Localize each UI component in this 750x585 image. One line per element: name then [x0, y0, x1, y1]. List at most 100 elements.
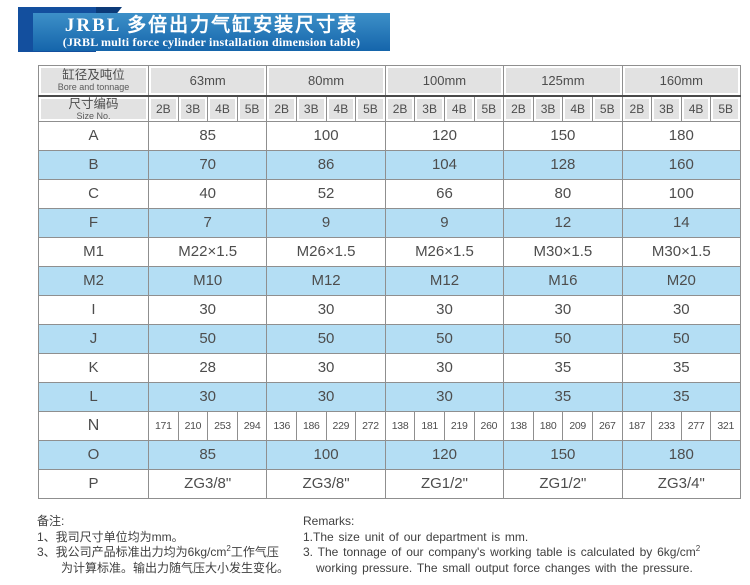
notes-zh-line2: 3、我公司产品标准出力均为6kg/cm2工作气压 [37, 544, 279, 560]
size-code-cell: 5B [236, 95, 268, 122]
value-cell: 80 [503, 178, 623, 209]
bore-header-cell: 125mm [503, 65, 623, 97]
value-cell: 50 [621, 323, 742, 354]
value-cell: 294 [236, 410, 268, 441]
value-cell: M12 [384, 265, 505, 296]
size-code-cell: 5B [473, 95, 505, 122]
bore-header-cell: 80mm [266, 65, 386, 97]
value-cell: 35 [621, 381, 742, 412]
row-label: F [38, 207, 149, 238]
value-cell: M10 [147, 265, 268, 296]
table-row-m2: M2 M10 M12 M12 M16 M20 [38, 265, 742, 296]
notes-zh-heading: 备注: [37, 514, 65, 528]
value-cell: 138 [503, 410, 534, 441]
row-label: C [38, 178, 149, 209]
bore-header-cell: 160mm [621, 65, 742, 97]
value-cell: 28 [147, 352, 268, 383]
value-cell: 272 [355, 410, 386, 441]
value-cell: 210 [177, 410, 209, 441]
value-cell: 66 [384, 178, 505, 209]
value-cell: M16 [503, 265, 623, 296]
row-label: M1 [38, 236, 149, 267]
dimension-table-body: 缸径及吨位 Bore and tonnage 63mm 80mm 100mm 125mm 1… [38, 65, 742, 499]
value-cell: 35 [503, 381, 623, 412]
size-code-cell: 3B [295, 95, 327, 122]
value-cell: 50 [503, 323, 623, 354]
value-cell: 260 [473, 410, 505, 441]
notes-zh-line1: 1、我司尺寸单位均为mm。 [37, 529, 184, 544]
notes-zh-line3: 为计算标准。输出力随气压大小发生变化。 [61, 560, 290, 575]
notes-en-line1: 1.The size unit of our department is mm. [303, 529, 529, 544]
value-cell: 35 [503, 352, 623, 383]
value-cell: 14 [621, 207, 742, 238]
value-cell: 136 [266, 410, 297, 441]
value-cell: 321 [710, 410, 742, 441]
row-label: N [38, 410, 149, 441]
row-label: P [38, 468, 149, 499]
size-no-label: 尺寸编码 Size No. [38, 95, 149, 122]
value-cell: 128 [503, 149, 623, 180]
value-cell: 181 [414, 410, 445, 441]
value-cell: M30×1.5 [621, 236, 742, 267]
header-row-size-codes: 尺寸编码 Size No. 2B 3B 4B 5B 2B 3B 4B 5B 2B 3B 4B 5B 2B 3B… [38, 95, 742, 122]
notes-chinese: 备注: 1、我司尺寸单位均为mm。 3、我公司产品标准出力均为6kg/cm2工作… [37, 514, 299, 576]
value-cell: M12 [266, 265, 386, 296]
size-code-cell: 5B [355, 95, 386, 122]
value-cell: 186 [295, 410, 327, 441]
size-code-cell: 3B [651, 95, 682, 122]
table-row-o: O 85 100 120 150 180 [38, 439, 742, 470]
value-cell: 180 [621, 120, 742, 151]
value-cell: 30 [384, 352, 505, 383]
size-code-cell: 3B [414, 95, 445, 122]
value-cell: 180 [621, 439, 742, 470]
row-label: L [38, 381, 149, 412]
value-cell: ZG3/4" [621, 468, 742, 499]
value-cell: 50 [384, 323, 505, 354]
size-code-cell: 5B [591, 95, 623, 122]
value-cell: 30 [147, 294, 268, 325]
table-row-l: L 30 30 30 35 35 [38, 381, 742, 412]
value-cell: 70 [147, 149, 268, 180]
row-label: K [38, 352, 149, 383]
row-label: I [38, 294, 149, 325]
notes-en-line3: working pressure. The small output force… [316, 560, 693, 575]
table-row-i: I 30 30 30 30 30 [38, 294, 742, 325]
value-cell: M20 [621, 265, 742, 296]
size-code-cell: 4B [680, 95, 712, 122]
table-row-f: F 7 9 9 12 14 [38, 207, 742, 238]
row-label: J [38, 323, 149, 354]
value-cell: 30 [266, 381, 386, 412]
value-cell: ZG3/8" [147, 468, 268, 499]
size-code-cell: 4B [443, 95, 475, 122]
table-row-c: C 40 52 66 80 100 [38, 178, 742, 209]
value-cell: M30×1.5 [503, 236, 623, 267]
value-cell: 267 [591, 410, 623, 441]
row-label: M2 [38, 265, 149, 296]
value-cell: ZG1/2" [384, 468, 505, 499]
notes-en-heading: Remarks: [303, 514, 355, 528]
bore-header-cell: 63mm [147, 65, 268, 97]
header-row-bore: 缸径及吨位 Bore and tonnage 63mm 80mm 100mm 125mm 1… [38, 65, 742, 97]
value-cell: 229 [325, 410, 357, 441]
value-cell: 233 [651, 410, 682, 441]
size-code-cell: 3B [532, 95, 564, 122]
size-code-cell: 2B [266, 95, 297, 122]
value-cell: 100 [266, 439, 386, 470]
value-cell: 30 [147, 381, 268, 412]
value-cell: 187 [621, 410, 653, 441]
table-row-j: J 50 50 50 50 50 [38, 323, 742, 354]
size-code-cell: 2B [503, 95, 534, 122]
value-cell: 253 [207, 410, 238, 441]
value-cell: 52 [266, 178, 386, 209]
dimension-table: 缸径及吨位 Bore and tonnage 63mm 80mm 100mm 125mm 1… [38, 65, 742, 499]
value-cell: M26×1.5 [384, 236, 505, 267]
page-title-banner: JRBL 多倍出力气缸安装尺寸表 (JRBL multi force cylin… [33, 13, 390, 51]
value-cell: 219 [443, 410, 475, 441]
table-row-n: N 171 210 253 294 136 186 229 272 138 181 219 260 138… [38, 410, 742, 441]
value-cell: M22×1.5 [147, 236, 268, 267]
value-cell: 50 [147, 323, 268, 354]
size-code-cell: 4B [562, 95, 593, 122]
value-cell: 35 [621, 352, 742, 383]
value-cell: 180 [532, 410, 564, 441]
value-cell: 30 [384, 294, 505, 325]
